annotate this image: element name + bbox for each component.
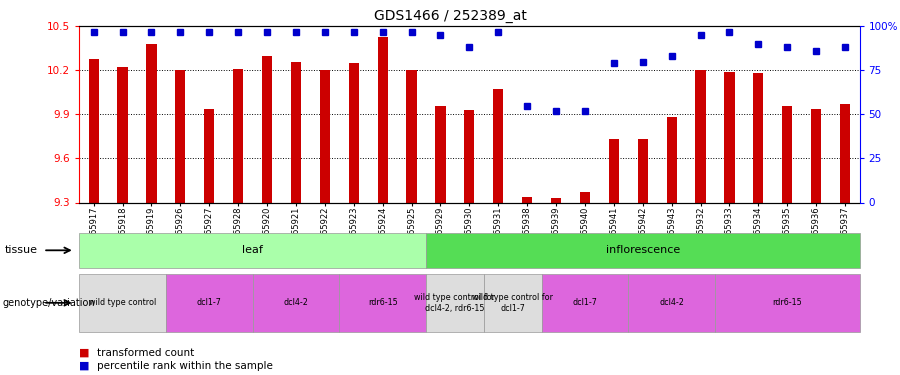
Text: transformed count: transformed count xyxy=(97,348,194,357)
Bar xyxy=(291,62,301,202)
Text: dcl4-2: dcl4-2 xyxy=(659,298,684,307)
Bar xyxy=(667,117,677,202)
Bar xyxy=(696,70,706,202)
Bar xyxy=(811,108,821,202)
Text: wild type control for
dcl4-2, rdr6-15: wild type control for dcl4-2, rdr6-15 xyxy=(414,293,495,312)
Bar xyxy=(407,70,417,202)
Text: dcl1-7: dcl1-7 xyxy=(572,298,598,307)
Text: ■: ■ xyxy=(79,348,90,357)
Bar xyxy=(378,36,388,203)
Bar xyxy=(551,198,561,202)
Text: leaf: leaf xyxy=(242,245,263,255)
Bar xyxy=(262,56,272,202)
Text: rdr6-15: rdr6-15 xyxy=(772,298,802,307)
Text: ■: ■ xyxy=(79,361,90,370)
Bar xyxy=(320,70,330,202)
Text: genotype/variation: genotype/variation xyxy=(3,298,95,308)
Bar xyxy=(608,140,619,202)
Bar xyxy=(118,68,128,203)
Bar xyxy=(204,108,214,202)
Bar xyxy=(493,89,503,202)
Text: percentile rank within the sample: percentile rank within the sample xyxy=(97,361,273,370)
Bar xyxy=(840,104,850,202)
Text: wild type control for
dcl1-7: wild type control for dcl1-7 xyxy=(472,293,554,312)
Text: wild type control: wild type control xyxy=(89,298,157,307)
Bar xyxy=(464,110,474,202)
Text: inflorescence: inflorescence xyxy=(606,245,680,255)
Bar xyxy=(147,44,157,203)
Text: rdr6-15: rdr6-15 xyxy=(368,298,398,307)
Bar xyxy=(88,58,99,202)
Bar xyxy=(233,69,243,203)
Bar xyxy=(782,105,792,202)
Text: dcl1-7: dcl1-7 xyxy=(197,298,221,307)
Bar xyxy=(724,72,734,202)
Text: dcl4-2: dcl4-2 xyxy=(284,298,309,307)
Bar xyxy=(638,140,648,202)
Text: GDS1466 / 252389_at: GDS1466 / 252389_at xyxy=(374,9,526,23)
Bar xyxy=(436,105,446,202)
Bar xyxy=(753,73,763,202)
Bar xyxy=(348,63,359,202)
Bar xyxy=(522,196,532,202)
Bar xyxy=(176,70,185,202)
Text: tissue: tissue xyxy=(4,245,38,255)
Bar xyxy=(580,192,590,202)
